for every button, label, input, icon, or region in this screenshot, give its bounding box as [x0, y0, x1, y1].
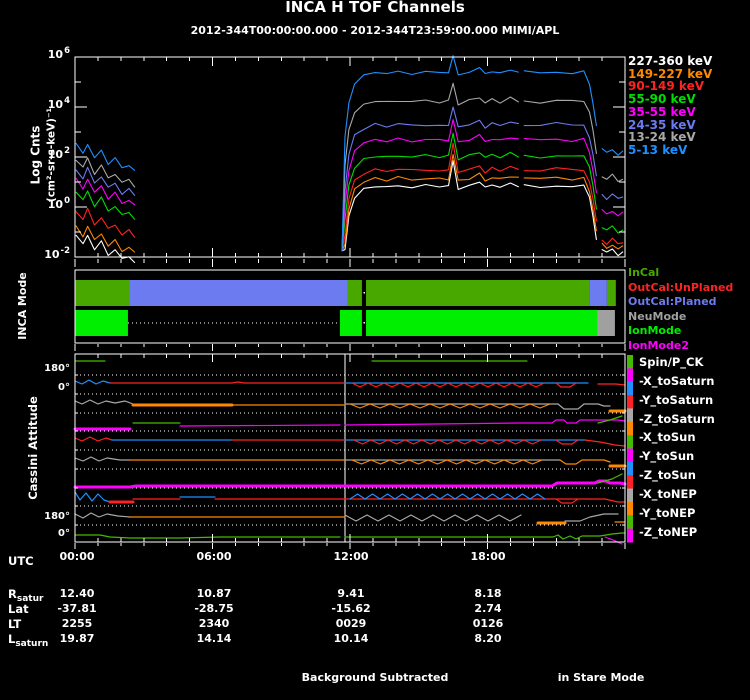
attitude-panel-label: Cassini Attitude: [25, 396, 40, 500]
ephemeris-value: 12.40: [59, 587, 95, 600]
ephemeris-value: 10.87: [196, 587, 232, 600]
attitude-ytick-0-bottom: 0°: [58, 528, 70, 539]
utc-axis-label: UTC: [8, 554, 34, 568]
counts-legend-item: 13-24 keV: [628, 130, 696, 145]
ephemeris-value: 2340: [198, 617, 230, 630]
plot-title: INCA H TOF Channels: [285, 0, 465, 16]
mode-legend-item: OutCal:UnPlaned: [628, 280, 734, 294]
attitude-legend-item: -Y_toSun: [639, 449, 695, 464]
ephemeris-value: 8.18: [474, 587, 502, 600]
counts-ytick-label: 104: [47, 96, 70, 111]
utc-tick-label: 18:00: [470, 550, 506, 563]
ephemeris-row-label: Lat: [8, 602, 29, 616]
ephemeris-value: 10.14: [333, 632, 369, 645]
counts-legend-item: 5-13 keV: [628, 142, 688, 157]
counts-legend-item: 149-227 keV: [628, 66, 713, 81]
counts-ytick-label: 106: [47, 46, 70, 61]
ephemeris-value: 2.74: [474, 602, 502, 615]
attitude-legend-item: -X_toNEP: [639, 486, 697, 501]
ephemeris-value: 9.41: [337, 587, 365, 600]
utc-tick-label: 12:00: [333, 550, 369, 563]
counts-legend-item: 35-55 keV: [628, 104, 696, 119]
ephemeris-value: -28.75: [194, 602, 234, 615]
ephemeris-row-label: Lsaturn: [8, 632, 49, 649]
mode-legend-item: OutCal:Planed: [628, 295, 717, 309]
counts-ytick-label: 102: [47, 146, 70, 161]
ephemeris-value: 2255: [61, 617, 93, 630]
counts-legend-item: 227-360 keV: [628, 54, 713, 68]
mode-panel-label: INCA Mode: [16, 272, 30, 340]
ephemeris-value: 8.20: [474, 632, 502, 645]
attitude-legend-item: -Z_toSun: [639, 468, 696, 483]
attitude-legend-item: -Z_toNEP: [639, 524, 698, 539]
mode-legend-item: IonMode: [628, 324, 682, 338]
ephemeris-value: 0029: [335, 617, 367, 630]
ephemeris-value: -15.62: [331, 602, 371, 615]
ephemeris-row-label: Rsatur: [8, 587, 44, 604]
attitude-ytick-180-bottom: 180°: [44, 511, 70, 522]
footer-background-subtracted: Background Subtracted: [301, 671, 449, 684]
counts-ytick-label: 100: [47, 196, 70, 211]
attitude-ytick-0-top: 0°: [58, 382, 70, 393]
counts-legend-item: 24-35 keV: [628, 117, 696, 132]
utc-tick-label: 00:00: [59, 550, 95, 563]
utc-tick-label: 06:00: [196, 550, 232, 563]
ephemeris-row-label: LT: [8, 617, 22, 631]
ephemeris-value: 19.87: [59, 632, 95, 645]
footer-stare-mode: in Stare Mode: [557, 671, 645, 684]
attitude-legend-item: -Y_toNEP: [639, 505, 696, 520]
ephemeris-value: -37.81: [57, 602, 97, 615]
attitude-ytick-180-top: 180°: [44, 363, 70, 374]
counts-legend-item: 55-90 keV: [628, 92, 696, 107]
attitude-legend-item: Spin/P_CK: [639, 355, 704, 369]
mode-legend-item: NeuMode: [628, 309, 687, 323]
plot-subtitle: 2012-344T00:00:00.000 - 2012-344T23:59:0…: [190, 24, 560, 37]
mode-legend-item: InCal: [628, 266, 660, 279]
attitude-legend-item: -X_toSun: [639, 430, 696, 445]
ephemeris-value: 0126: [472, 617, 504, 630]
counts-ytick-label: 10-2: [44, 246, 70, 261]
attitude-legend-item: -Z_toSaturn: [639, 411, 715, 426]
attitude-legend-item: -X_toSaturn: [639, 373, 715, 388]
counts-legend-item: 90-149 keV: [628, 79, 704, 94]
ephemeris-value: 14.14: [196, 632, 232, 645]
mode-legend-item: IonMode2: [628, 339, 689, 352]
attitude-legend-item: -Y_toSaturn: [639, 392, 714, 407]
